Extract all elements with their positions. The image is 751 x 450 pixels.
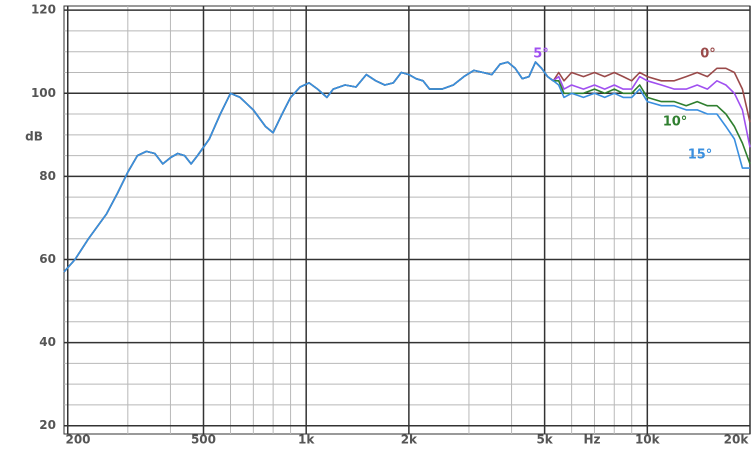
x-tick-label: 200 <box>65 433 90 447</box>
x-tick-label: 5k <box>536 433 553 447</box>
x-axis-label: Hz <box>583 433 600 447</box>
y-tick-label: 40 <box>39 335 56 349</box>
y-tick-label: 60 <box>39 252 56 266</box>
y-tick-label: 20 <box>39 418 56 432</box>
series-line <box>63 61 750 273</box>
y-tick-label: 80 <box>39 169 56 183</box>
legend-label: 5° <box>533 47 549 62</box>
legend-label: 0° <box>700 47 716 62</box>
x-tick-label: 2k <box>401 433 418 447</box>
legend-label: 10° <box>663 115 688 130</box>
y-tick-label: 120 <box>31 3 56 17</box>
x-tick-label: 10k <box>635 433 661 447</box>
y-axis-label: dB <box>25 130 43 144</box>
y-tick-label: 100 <box>31 86 56 100</box>
x-tick-label: 500 <box>191 433 216 447</box>
x-tick-label: 20k <box>724 433 750 447</box>
x-tick-label: 1k <box>298 433 315 447</box>
legend-label: 15° <box>688 148 713 163</box>
